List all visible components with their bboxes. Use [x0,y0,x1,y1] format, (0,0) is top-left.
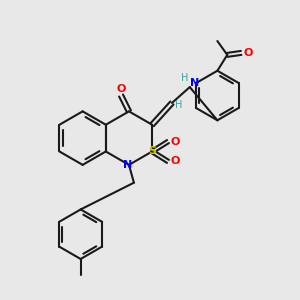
Text: N: N [123,160,133,170]
Text: O: O [170,136,180,147]
Text: O: O [116,84,126,94]
Text: N: N [190,78,200,88]
Text: H: H [175,100,183,110]
Text: O: O [170,156,180,167]
Text: S: S [148,146,156,157]
Text: O: O [243,48,253,58]
Text: H: H [181,73,188,83]
